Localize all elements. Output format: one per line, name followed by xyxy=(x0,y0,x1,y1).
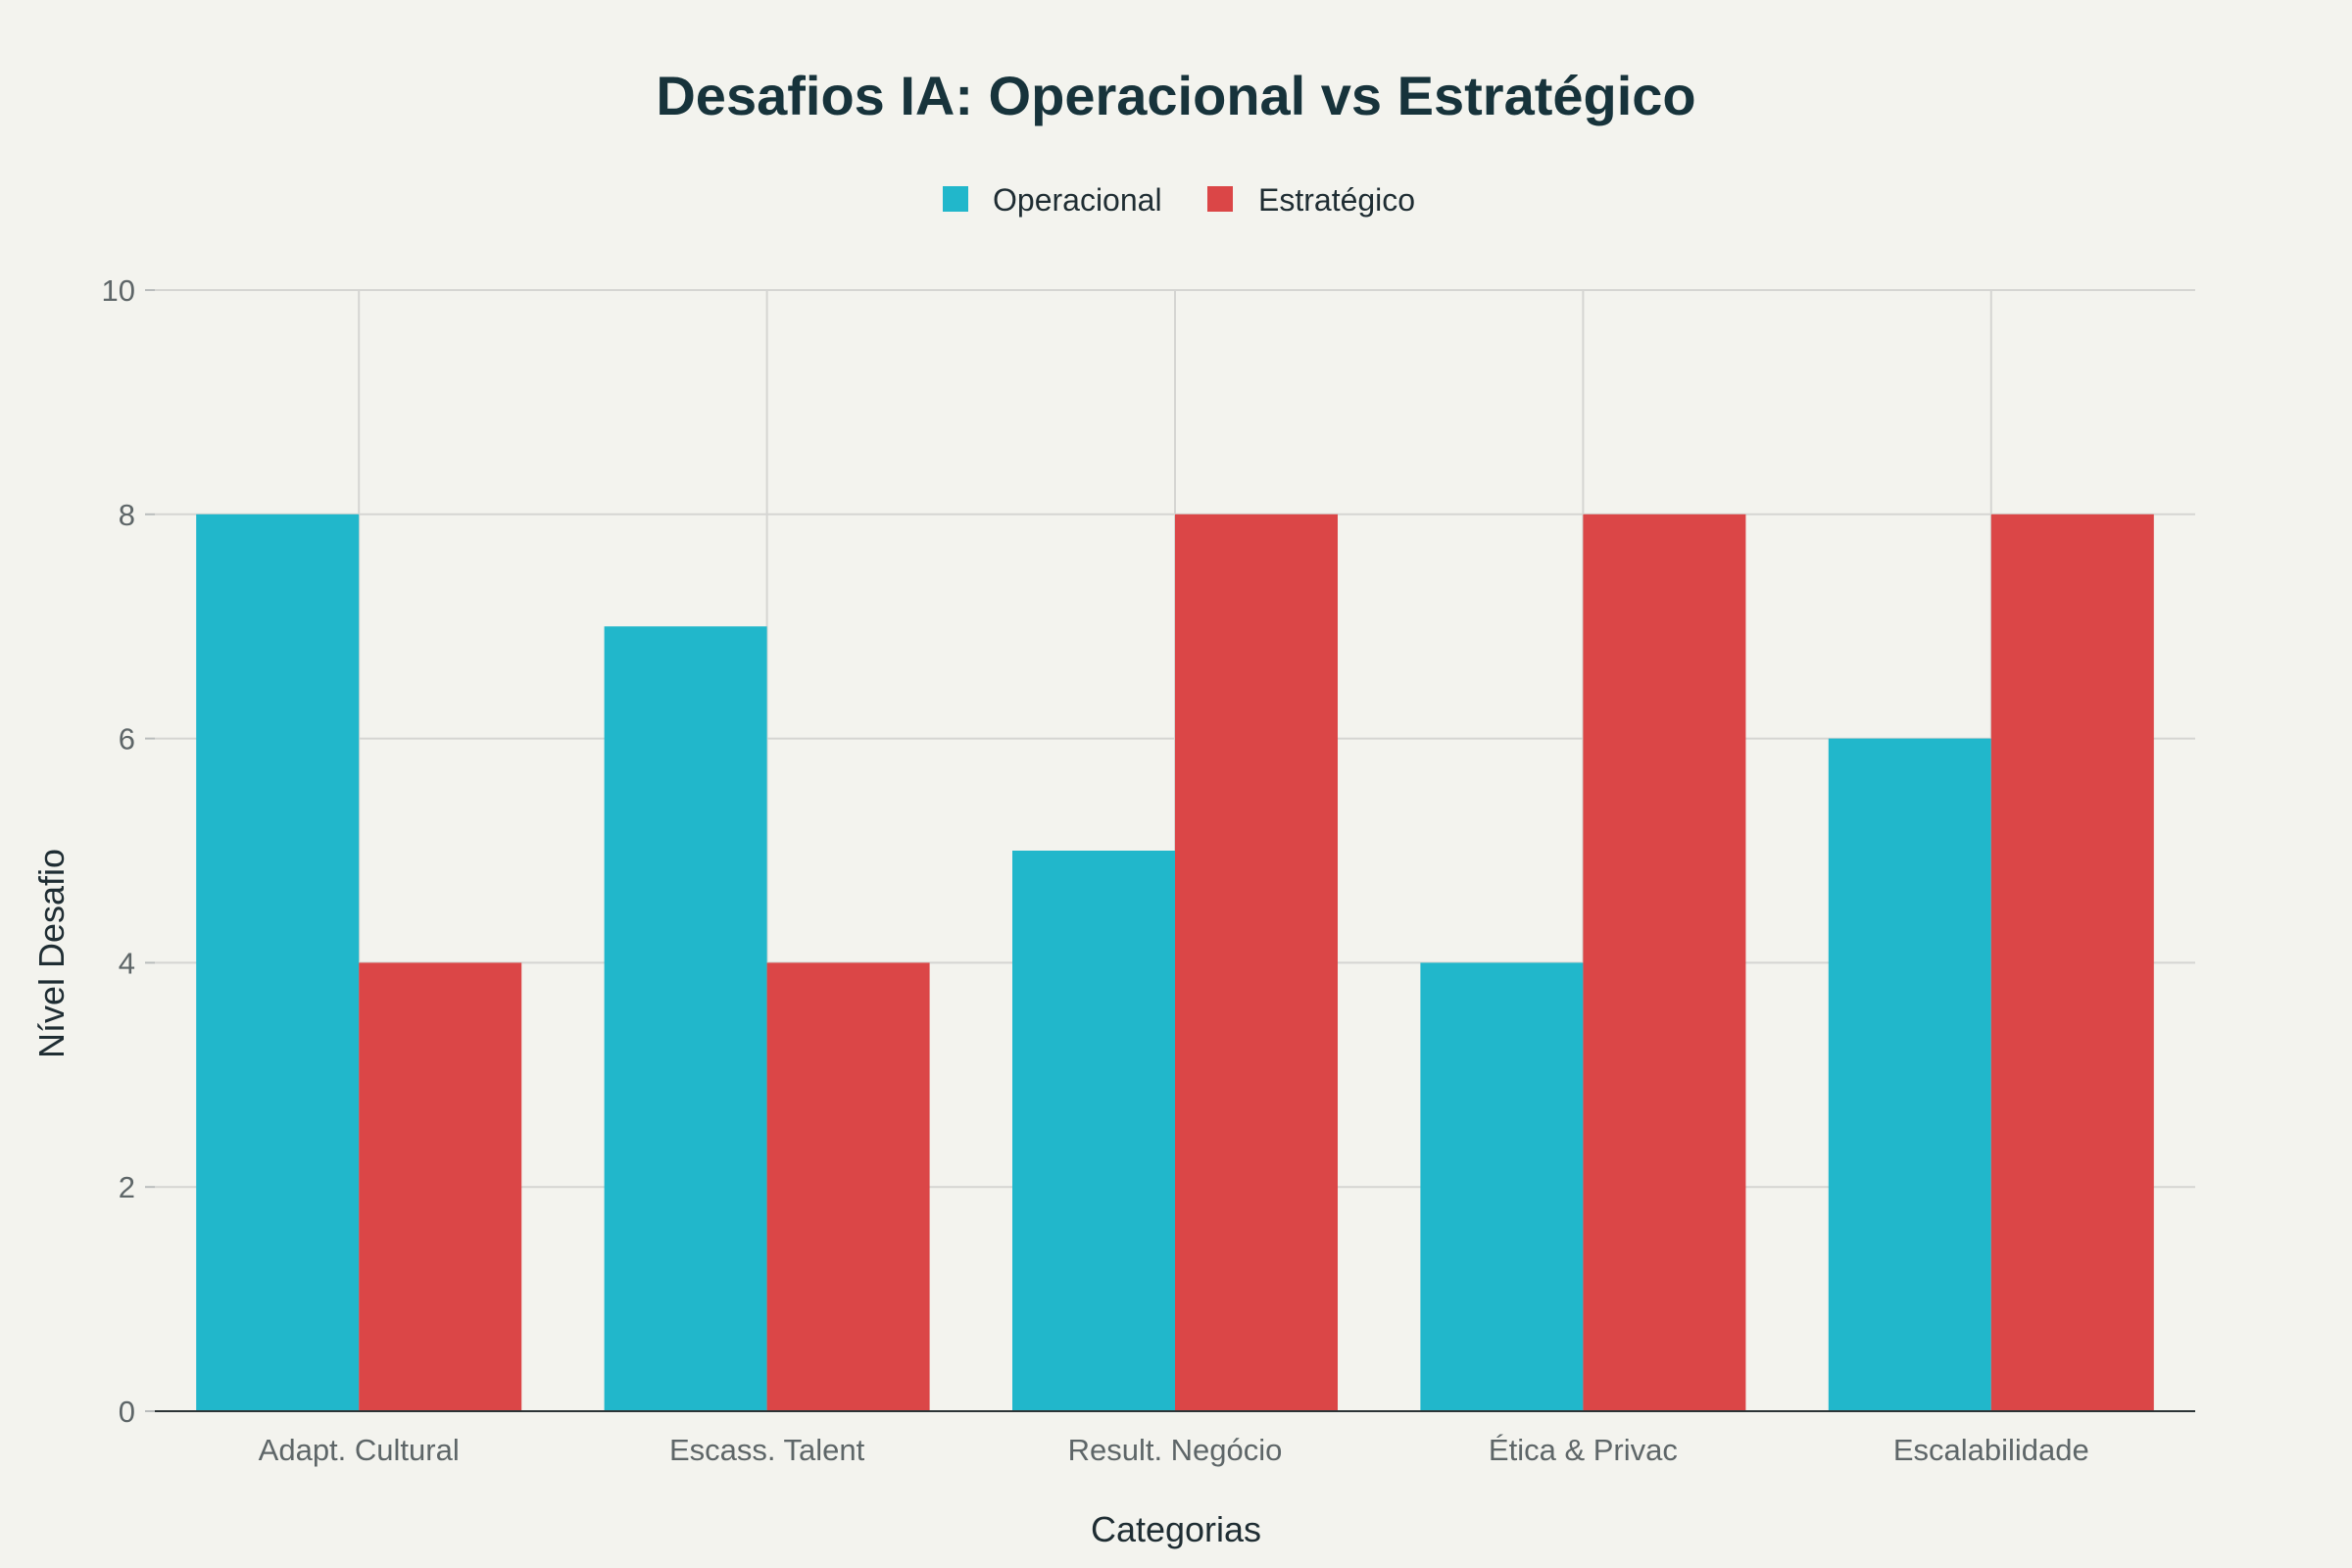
x-tick-label: Escass. Talent xyxy=(669,1433,865,1467)
x-tick-label: Adapt. Cultural xyxy=(259,1433,460,1467)
x-axis-title: Categorias xyxy=(1091,1509,1261,1549)
legend-label-estrategico: Estratégico xyxy=(1258,182,1415,218)
x-tick-label: Result. Negócio xyxy=(1068,1433,1283,1467)
x-tick-label: Escalabilidade xyxy=(1893,1433,2089,1467)
x-tick-label: Ética & Privac xyxy=(1489,1433,1678,1467)
y-tick-label: 10 xyxy=(102,273,135,308)
bar-estratgico-4 xyxy=(1990,514,2154,1411)
legend-label-operacional: Operacional xyxy=(993,182,1162,218)
y-tick-label: 6 xyxy=(119,722,135,757)
bar-operacional-0 xyxy=(196,514,360,1411)
y-tick-label: 0 xyxy=(119,1395,135,1429)
bar-operacional-4 xyxy=(1828,738,1991,1411)
y-axis: 0 2 4 6 8 10 xyxy=(102,273,155,1429)
bar-estratgico-3 xyxy=(1583,514,1746,1411)
bar-estratgico-2 xyxy=(1175,514,1338,1411)
y-tick-label: 4 xyxy=(119,946,135,980)
bar-estratgico-1 xyxy=(766,962,930,1411)
chart-title: Desafios IA: Operacional vs Estratégico xyxy=(656,65,1695,126)
y-tick-label: 8 xyxy=(119,498,135,532)
y-axis-title: Nível Desafio xyxy=(31,849,72,1058)
legend-swatch-operacional xyxy=(943,186,968,212)
x-axis: Adapt. Cultural Escass. Talent Result. Neg… xyxy=(155,1410,2195,1467)
legend: Operacional Estratégico xyxy=(943,182,1415,218)
y-tick-label: 2 xyxy=(119,1170,135,1204)
bars xyxy=(196,514,2154,1411)
bar-operacional-1 xyxy=(604,626,767,1411)
bar-operacional-2 xyxy=(1012,851,1175,1411)
bar-operacional-3 xyxy=(1420,962,1584,1411)
bar-estratgico-0 xyxy=(359,962,522,1411)
legend-swatch-estrategico xyxy=(1207,186,1233,212)
